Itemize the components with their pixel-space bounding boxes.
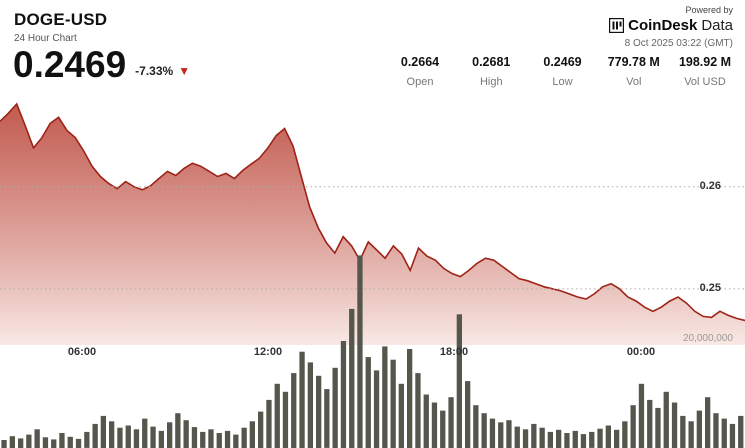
price-axis-label: 0.26 [699,179,721,192]
stat-label: Low [552,76,573,88]
stat-label: High [479,76,503,88]
price-down-triangle-icon: ▼ [178,64,191,78]
x-tick-label: 06:00 [67,346,97,358]
stat-value: 198.92 M [678,55,732,69]
price-change: -7.33% [135,64,174,78]
x-tick-label: 18:00 [439,346,469,358]
x-tick-label: 00:00 [626,346,656,358]
stat-vol-usd: 198.92 M Vol USD [671,55,739,88]
stat-value: 779.78 M [607,55,660,69]
volume-axis-label: 20,000,000 [682,333,733,344]
chart-subtitle: 24 Hour Chart [14,33,77,44]
stat-low: 0.2469 Low [529,55,597,88]
timestamp: 8 Oct 2025 03:22 (GMT) [624,38,733,49]
coindesk-logo-text-rest: Data [701,17,733,34]
x-tick-label: 12:00 [253,346,283,358]
stat-high: 0.2681 High [457,55,525,88]
stat-label: Vol USD [684,76,726,88]
stats-row: 0.2664 Open 0.2681 High 0.2469 Low 779.7… [386,55,739,88]
volume-bars [1,255,744,448]
stat-vol: 779.78 M Vol [600,55,668,88]
coindesk-logo-text-bold: CoinDesk [628,17,698,34]
stat-value: 0.2469 [543,55,582,69]
coindesk-logo-icon [609,18,625,33]
price-axis-label: 0.25 [699,281,721,294]
current-price: 0.2469 [13,44,127,85]
stat-label: Vol [626,76,642,88]
stat-open: 0.2664 Open [386,55,454,88]
stat-value: 0.2681 [472,55,511,69]
price-area [0,102,745,345]
powered-by-label: Powered by [685,5,733,15]
symbol-title: DOGE-USD [14,10,108,29]
stat-label: Open [406,76,434,88]
stat-value: 0.2664 [400,55,440,69]
coindesk-logo[interactable]: CoinDesk Data [609,17,733,34]
